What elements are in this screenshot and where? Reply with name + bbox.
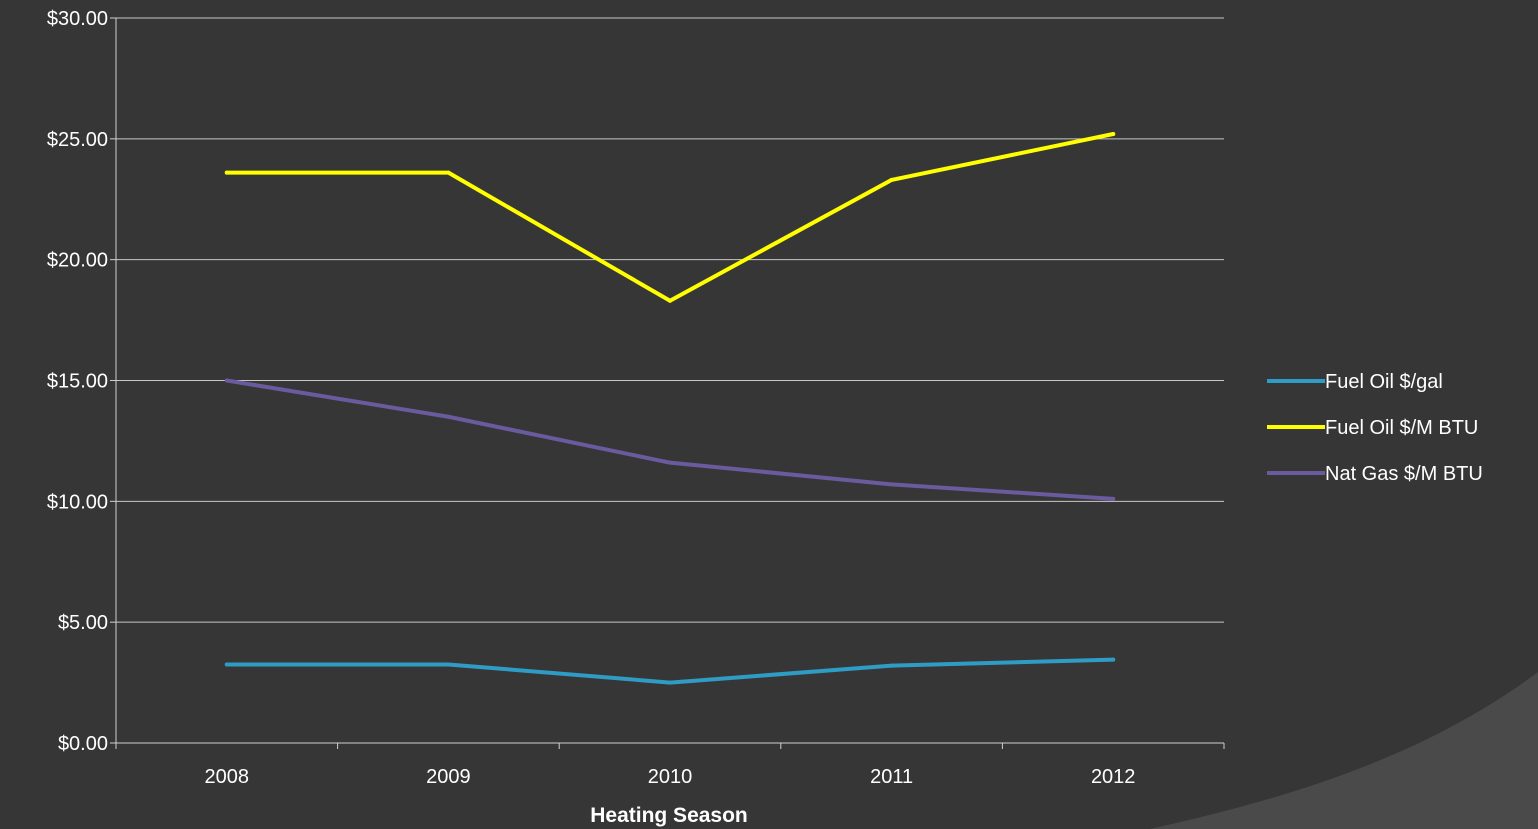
tick-labels: $0.00 $5.00 $10.00 $15.00 $20.00 $25.00 $30.00… — [47, 8, 1136, 788]
data-point — [668, 298, 672, 303]
x-tick-label: 2008 — [205, 766, 250, 788]
y-tick-label: $25.00 — [47, 129, 108, 151]
y-tick-label: $5.00 — [58, 612, 108, 634]
series-line-2 — [224, 132, 1116, 303]
legend: Fuel Oil $/gal Fuel Oil $/M BTU Nat Gas $/… — [1267, 371, 1483, 485]
data-point — [224, 378, 229, 383]
x-tick-label: 2011 — [870, 766, 913, 788]
y-tick-label: $30.00 — [47, 8, 108, 30]
series-line-1 — [224, 657, 1116, 685]
series-lines — [224, 132, 1116, 685]
x-tick-label: 2012 — [1091, 766, 1136, 788]
legend-label: Fuel Oil $/gal — [1325, 371, 1443, 393]
y-tick-label: $15.00 — [47, 371, 108, 393]
series-line-3 — [224, 378, 1116, 501]
data-point — [224, 662, 229, 667]
y-tick-label: $0.00 — [58, 733, 108, 755]
x-tick-label: 2009 — [426, 766, 471, 788]
corner-accent-shape — [1150, 672, 1538, 829]
data-point — [889, 177, 894, 182]
y-tick-label: $10.00 — [47, 491, 108, 513]
data-point — [1111, 657, 1116, 662]
data-point — [889, 663, 894, 668]
data-point — [224, 170, 229, 175]
data-point — [446, 414, 451, 419]
gridlines — [116, 17, 1224, 623]
data-point — [1111, 132, 1116, 136]
legend-label: Fuel Oil $/M BTU — [1325, 417, 1478, 439]
data-point — [446, 662, 451, 667]
data-point — [889, 482, 894, 487]
data-point — [668, 680, 672, 685]
x-axis-title: Heating Season — [590, 804, 748, 827]
data-point — [446, 170, 451, 175]
y-tick-label: $20.00 — [47, 250, 108, 272]
axes — [110, 17, 1225, 749]
data-point — [668, 460, 672, 465]
x-tick-label: 2010 — [648, 766, 693, 788]
legend-label: Nat Gas $/M BTU — [1325, 463, 1483, 485]
data-point — [1111, 496, 1116, 501]
